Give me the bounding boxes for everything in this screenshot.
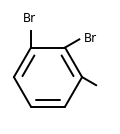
Text: Br: Br xyxy=(84,32,97,45)
Text: Br: Br xyxy=(23,12,36,25)
